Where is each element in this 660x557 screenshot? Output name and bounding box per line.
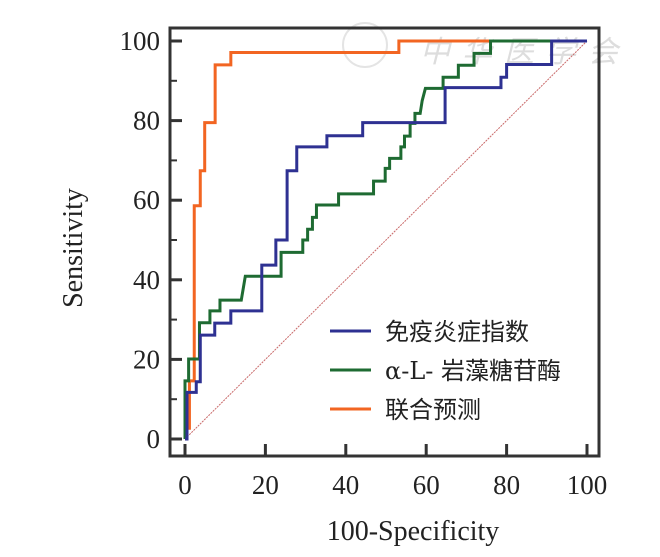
legend-label: 联合预测 <box>385 396 481 424</box>
legend-label: α-L- 岩藻糖苷酶 <box>385 357 561 385</box>
series-line-1 <box>183 39 587 439</box>
y-tick-label: 0 <box>147 424 161 454</box>
plot-frame <box>168 26 601 458</box>
x-tick-label: 80 <box>493 470 520 500</box>
x-tick-label: 0 <box>178 470 192 500</box>
x-tick-label: 60 <box>413 470 440 500</box>
x-axis-label: 100-Specificity <box>327 516 500 547</box>
legend-label: 免疫炎症指数 <box>385 318 529 346</box>
y-tick-label: 60 <box>133 185 160 215</box>
x-tick-label: 100 <box>567 470 608 500</box>
series-line-0 <box>185 39 587 441</box>
y-axis-label: Sensitivity <box>58 188 89 308</box>
y-tick-label: 40 <box>133 265 160 295</box>
y-tick-label: 20 <box>133 344 160 374</box>
watermark-seal <box>342 22 388 68</box>
y-tick-label: 100 <box>120 26 161 56</box>
x-tick-label: 20 <box>252 470 279 500</box>
y-tick-label: 80 <box>133 106 160 136</box>
series-line-2 <box>184 39 587 441</box>
x-tick-label: 40 <box>332 470 359 500</box>
reference-diagonal-line <box>184 40 588 440</box>
